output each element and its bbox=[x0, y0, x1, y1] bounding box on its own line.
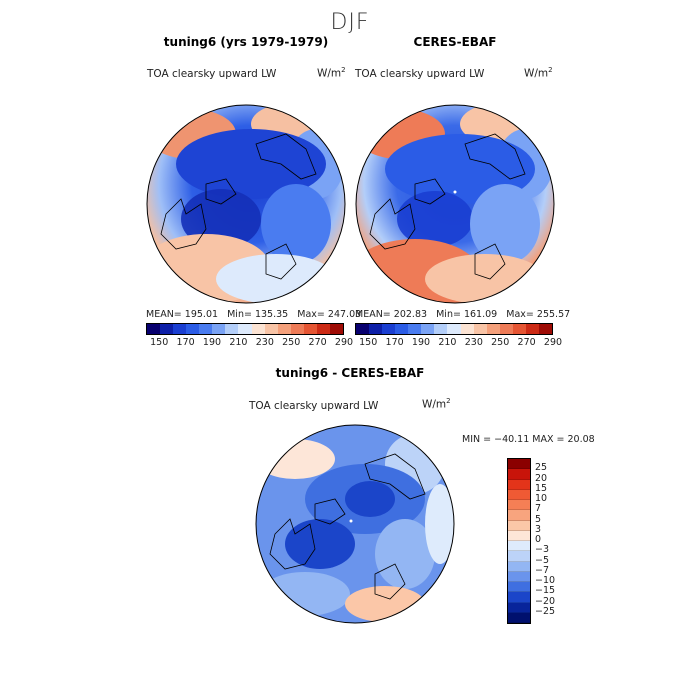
colorbar-level-label: −5 bbox=[535, 554, 550, 566]
season-title: DJF bbox=[330, 10, 370, 35]
colorbar-tick-label: 150 bbox=[150, 337, 169, 348]
panel-2-unit: W/m2 bbox=[524, 66, 553, 80]
colorbar-swatch bbox=[525, 324, 539, 334]
colorbar-swatch bbox=[395, 324, 409, 334]
diff-variable: TOA clearsky upward LW bbox=[249, 400, 379, 412]
colorbar-swatch bbox=[186, 324, 200, 334]
panel-1-map bbox=[146, 104, 346, 304]
diff-title: tuning6 - CERES-EBAF bbox=[275, 366, 425, 380]
panel-2-stats: MEAN= 202.83 Min= 161.09 Max= 255.57 bbox=[355, 309, 571, 320]
colorbar-tick-label: 230 bbox=[255, 337, 274, 348]
panel-1-colorbar: 150 170 190 210 230 250 270 290 bbox=[146, 323, 353, 348]
colorbar-swatch bbox=[238, 324, 252, 334]
colorbar-tick-label: 290 bbox=[334, 337, 354, 348]
colorbar-tick-label: 170 bbox=[385, 337, 404, 348]
colorbar-tick-label: 250 bbox=[282, 337, 301, 348]
colorbar-level-label: −10 bbox=[535, 575, 556, 586]
colorbar-swatch bbox=[508, 530, 530, 541]
colorbar-swatch bbox=[290, 324, 304, 334]
colorbar-tick-label: 230 bbox=[464, 337, 483, 348]
colorbar-swatch bbox=[434, 324, 448, 334]
colorbar-tick-label: 190 bbox=[202, 337, 222, 348]
colorbar-level-label: −15 bbox=[535, 585, 556, 597]
colorbar-swatch bbox=[508, 469, 530, 480]
colorbar-swatch bbox=[277, 324, 291, 334]
colorbar-swatch bbox=[160, 324, 174, 334]
colorbar-swatch bbox=[508, 592, 530, 603]
colorbar-swatch bbox=[508, 489, 530, 500]
colorbar-swatch bbox=[369, 324, 383, 334]
colorbar-tick-label: 290 bbox=[543, 337, 563, 348]
colorbar-level-label: −3 bbox=[535, 544, 550, 556]
colorbar-swatch bbox=[382, 324, 396, 334]
colorbar-level-label: 0 bbox=[535, 534, 542, 545]
colorbar-swatch bbox=[508, 561, 530, 572]
diff-unit: W/m2 bbox=[422, 397, 451, 411]
colorbar-swatch bbox=[508, 479, 530, 490]
colorbar-swatch bbox=[508, 520, 530, 531]
colorbar-swatch bbox=[316, 324, 330, 334]
colorbar-tick-label: 250 bbox=[491, 337, 510, 348]
panel-2-title: CERES-EBAF bbox=[413, 35, 497, 49]
colorbar-level-label: 10 bbox=[535, 493, 548, 504]
colorbar-swatch bbox=[486, 324, 500, 334]
colorbar-swatch bbox=[173, 324, 187, 334]
colorbar-swatch bbox=[303, 324, 317, 334]
colorbar-swatch bbox=[499, 324, 513, 334]
colorbar-swatch bbox=[508, 602, 530, 613]
colorbar-swatch bbox=[508, 500, 530, 511]
colorbar-level-label: 7 bbox=[535, 503, 542, 515]
colorbar-level-label: 20 bbox=[535, 472, 548, 484]
panel-1-variable: TOA clearsky upward LW bbox=[147, 68, 277, 80]
colorbar-swatch bbox=[508, 541, 530, 552]
colorbar-level-label: −7 bbox=[535, 564, 550, 576]
colorbar-swatch bbox=[212, 324, 226, 334]
colorbar-swatch bbox=[199, 324, 213, 334]
diff-map bbox=[255, 424, 455, 624]
colorbar-tick-label: 170 bbox=[176, 337, 195, 348]
colorbar-swatch bbox=[264, 324, 278, 334]
colorbar-swatch bbox=[460, 324, 474, 334]
colorbar-swatch bbox=[512, 324, 526, 334]
colorbar-level-label: −25 bbox=[535, 605, 556, 617]
colorbar-tick-label: 270 bbox=[308, 337, 327, 348]
colorbar-swatch bbox=[147, 324, 161, 334]
colorbar-level-label: 15 bbox=[535, 482, 548, 494]
colorbar-swatch bbox=[538, 324, 552, 334]
panel-2-colorbar: 150 170 190 210 230 250 270 290 bbox=[355, 323, 562, 348]
panel-2-variable: TOA clearsky upward LW bbox=[355, 68, 485, 80]
colorbar-swatch bbox=[251, 324, 265, 334]
colorbar-swatch bbox=[356, 324, 370, 334]
colorbar-swatch bbox=[225, 324, 239, 334]
panel-1-stats: MEAN= 195.01 Min= 135.35 Max= 247.03 bbox=[146, 309, 362, 320]
colorbar-level-label: 25 bbox=[535, 462, 548, 474]
colorbar-swatch bbox=[473, 324, 487, 334]
colorbar-tick-label: 210 bbox=[229, 337, 248, 348]
colorbar-level-label: −20 bbox=[535, 595, 556, 607]
colorbar-level-label: 5 bbox=[535, 513, 542, 525]
colorbar-swatch bbox=[421, 324, 435, 334]
colorbar-swatch bbox=[508, 582, 530, 593]
colorbar-swatch bbox=[508, 551, 530, 562]
colorbar-level-label: 3 bbox=[535, 523, 542, 535]
colorbar-swatch bbox=[329, 324, 343, 334]
panel-1-unit: W/m2 bbox=[317, 66, 346, 80]
colorbar-swatch bbox=[408, 324, 422, 334]
colorbar-tick-label: 210 bbox=[438, 337, 457, 348]
colorbar-swatch bbox=[508, 571, 530, 582]
diff-stats: MIN = −40.11 MAX = 20.08 bbox=[462, 434, 595, 445]
colorbar-tick-label: 190 bbox=[411, 337, 431, 348]
colorbar-swatch bbox=[447, 324, 461, 334]
colorbar-swatch bbox=[508, 459, 530, 470]
diff-colorbar bbox=[507, 458, 531, 624]
colorbar-tick-label: 270 bbox=[517, 337, 536, 348]
colorbar-swatch bbox=[508, 612, 530, 623]
colorbar-swatch bbox=[508, 510, 530, 521]
panel-2-map bbox=[355, 104, 555, 304]
colorbar-tick-label: 150 bbox=[359, 337, 378, 348]
panel-1-title: tuning6 (yrs 1979-1979) bbox=[163, 35, 329, 49]
